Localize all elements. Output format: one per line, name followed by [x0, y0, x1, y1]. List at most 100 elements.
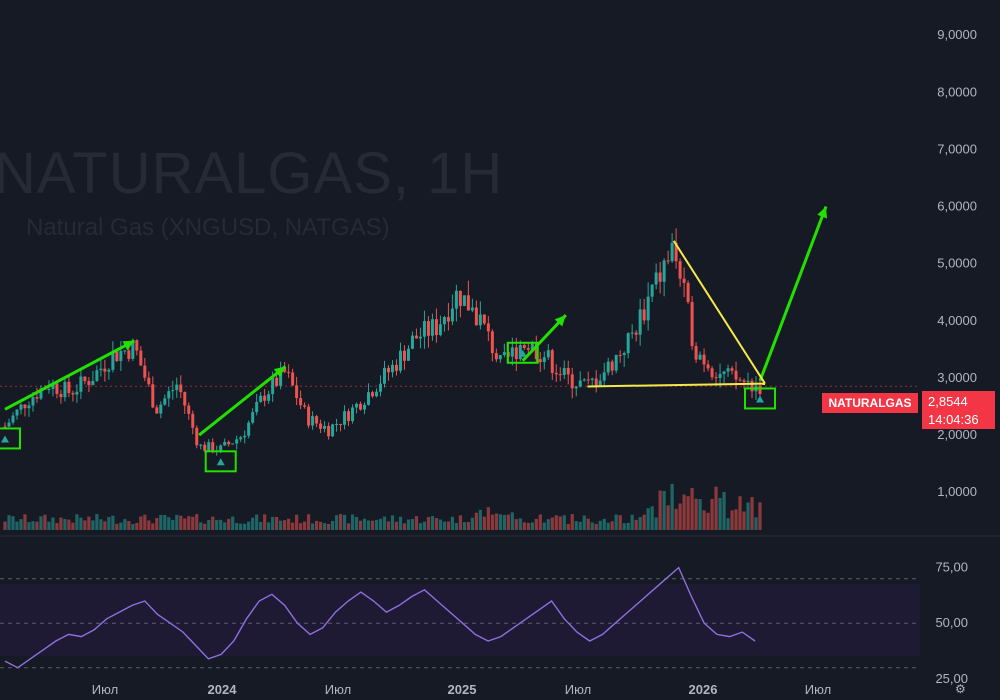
- volume-bar: [179, 515, 183, 530]
- volume-bar: [183, 518, 187, 530]
- volume-bar: [362, 518, 367, 530]
- volume-bar: [203, 523, 207, 530]
- candle-body: [454, 290, 458, 309]
- price-tick-label: 2,0000: [937, 427, 977, 442]
- volume-bar: [670, 483, 674, 530]
- candle-body: [398, 350, 402, 371]
- volume-bar: [758, 502, 762, 530]
- volume-bar: [694, 498, 698, 530]
- candle-body: [666, 260, 670, 262]
- candle-body: [87, 381, 91, 386]
- volume-bar: [199, 522, 203, 530]
- candle-body: [11, 415, 15, 423]
- volume-bar: [366, 520, 371, 530]
- volume-bar: [330, 520, 335, 530]
- volume-bar: [267, 522, 271, 530]
- triangle-upper-line: [672, 240, 766, 385]
- candle-body: [654, 272, 658, 285]
- volume-bar: [318, 521, 323, 530]
- volume-bar: [394, 521, 399, 530]
- candle-body: [634, 332, 638, 335]
- volume-bar: [227, 518, 231, 530]
- candle-body: [259, 395, 263, 403]
- candle-body: [526, 348, 530, 350]
- time-tick-label: Июл: [92, 682, 118, 697]
- candle-body: [542, 357, 546, 363]
- volume-bar: [602, 518, 606, 530]
- candle-body: [610, 361, 614, 371]
- candle-body: [462, 295, 466, 306]
- candle-body: [566, 368, 570, 375]
- candle-body: [23, 404, 27, 409]
- volume-bar: [251, 517, 255, 530]
- candle-body: [646, 296, 650, 321]
- candle-body: [307, 406, 311, 426]
- candle-body: [67, 381, 71, 393]
- candle-body: [534, 342, 538, 360]
- volume-bar: [71, 522, 75, 530]
- volume-bar: [490, 514, 494, 530]
- candle-body: [363, 404, 367, 410]
- candle-body: [426, 321, 430, 336]
- candle-body: [686, 282, 690, 303]
- candle-body: [402, 350, 406, 361]
- gear-icon[interactable]: ⚙: [955, 682, 966, 696]
- arrow-head: [817, 206, 828, 219]
- candle-body: [275, 377, 279, 386]
- candle-body: [726, 368, 730, 372]
- candle-body: [323, 425, 327, 429]
- volume-bar: [79, 517, 83, 530]
- candle-body: [39, 388, 43, 399]
- candle-body: [367, 392, 371, 405]
- volume-bar: [358, 520, 363, 530]
- volume-bar: [255, 514, 259, 530]
- candle-body: [199, 444, 203, 446]
- volume-bar: [295, 514, 299, 530]
- volume-bar: [574, 521, 578, 530]
- volume-bar: [123, 519, 127, 530]
- volume-bar: [163, 515, 167, 530]
- volume-bar: [594, 523, 598, 530]
- volume-bar: [63, 519, 67, 530]
- symbol-price-badge: NATURALGAS: [822, 393, 918, 413]
- time-tick-label: Июл: [325, 682, 351, 697]
- volume-bar: [502, 514, 506, 530]
- candle-body: [359, 403, 363, 410]
- volume-bar: [59, 517, 63, 530]
- candle-body: [386, 367, 390, 373]
- volume-bar: [67, 519, 71, 530]
- candle-body: [123, 350, 127, 352]
- candle-body: [442, 317, 446, 325]
- volume-bar: [39, 516, 43, 530]
- volume-bar: [195, 514, 199, 530]
- price-tick-label: 8,0000: [937, 84, 977, 99]
- volume-bar: [422, 521, 427, 530]
- volume-bar: [726, 518, 730, 530]
- candle-body: [626, 333, 630, 354]
- volume-bar: [406, 519, 411, 530]
- arrow-head: [273, 366, 286, 378]
- volume-bar: [418, 523, 423, 530]
- candle-body: [291, 372, 295, 386]
- candle-body: [331, 424, 335, 437]
- candle-body: [714, 377, 718, 379]
- candle-body: [83, 376, 87, 382]
- volume-bar: [398, 516, 403, 530]
- volume-bar: [626, 522, 630, 530]
- candle-body: [458, 290, 462, 306]
- volume-bar: [99, 519, 103, 530]
- candle-body: [231, 443, 235, 445]
- volume-bar: [55, 523, 59, 530]
- volume-bar: [558, 516, 562, 530]
- candle-body: [155, 407, 159, 414]
- candle-body: [35, 397, 39, 399]
- volume-bar: [370, 520, 375, 530]
- volume-bar: [7, 515, 11, 530]
- volume-bar: [426, 517, 431, 530]
- volume-bar: [430, 516, 435, 530]
- volume-bar: [550, 517, 554, 530]
- watermark-description: Natural Gas (XNGUSD, NATGAS): [26, 214, 390, 241]
- volume-bar: [462, 522, 466, 530]
- volume-bar: [554, 515, 558, 530]
